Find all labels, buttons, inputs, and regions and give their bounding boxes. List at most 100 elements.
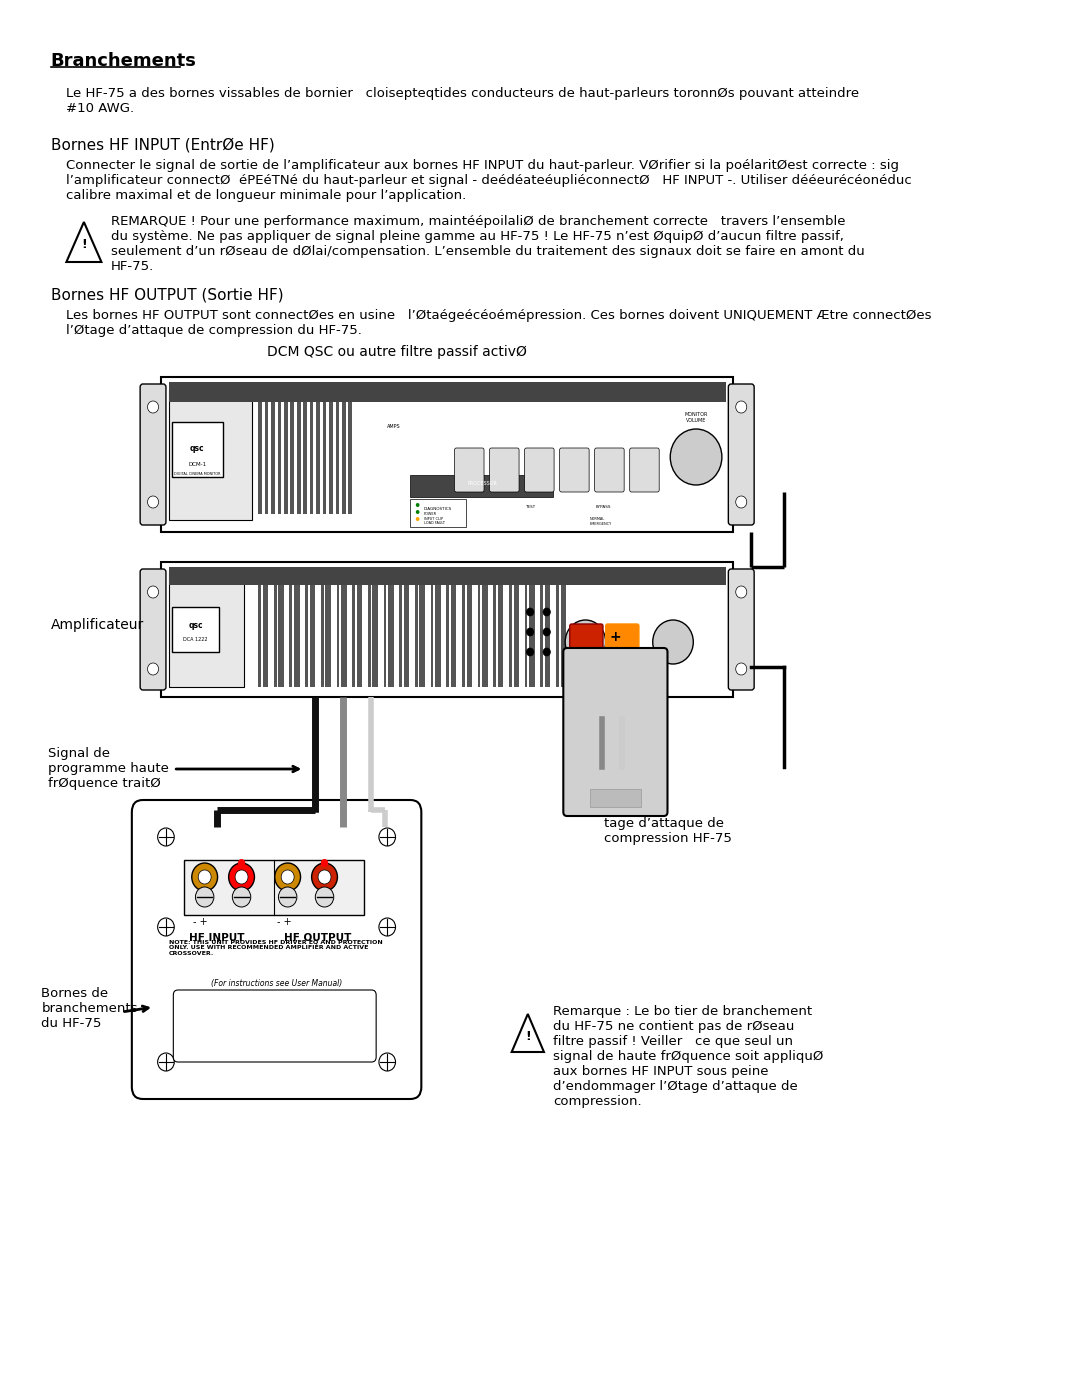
Text: Amplificateur: Amplificateur [51,617,144,631]
Circle shape [312,863,337,891]
FancyBboxPatch shape [161,562,733,697]
Text: POWER
INPUT CLIP
LOAD FAULT: POWER INPUT CLIP LOAD FAULT [424,511,445,525]
FancyBboxPatch shape [140,384,166,525]
Bar [336,395,339,514]
Text: Les bornes HF OUTPUT sont connectØes en usine   l’Øtaégeécéoémépression. Ces bor: Les bornes HF OUTPUT sont connectØes en … [66,309,932,337]
FancyBboxPatch shape [140,569,166,690]
FancyBboxPatch shape [606,624,639,657]
FancyBboxPatch shape [570,624,603,657]
FancyBboxPatch shape [455,448,484,492]
FancyBboxPatch shape [728,384,754,525]
Bar [324,571,325,687]
Bar [339,571,341,687]
FancyBboxPatch shape [564,648,667,816]
Bar [303,395,307,514]
Bar [289,571,299,687]
Text: MONITOR
VOLUME: MONITOR VOLUME [685,412,707,423]
Circle shape [526,608,534,616]
Bar [543,571,545,687]
Bar [321,571,330,687]
Text: DCA 1222: DCA 1222 [184,637,207,643]
Bar [293,571,294,687]
Bar [527,571,529,687]
Bar [370,571,373,687]
Text: PROCESSOR: PROCESSOR [468,481,497,486]
Bar [337,571,347,687]
Bar [433,571,435,687]
Bar [383,571,394,687]
Text: DCM QSC ou autre filtre passif activØ: DCM QSC ou autre filtre passif activØ [268,345,527,359]
Text: (For instructions see User Manual): (For instructions see User Manual) [211,979,342,988]
Text: Bornes de
branchements
du HF-75: Bornes de branchements du HF-75 [41,988,138,1030]
Circle shape [416,503,419,507]
Bar [494,571,503,687]
FancyBboxPatch shape [173,608,218,652]
Bar [481,571,482,687]
Circle shape [319,870,330,884]
FancyBboxPatch shape [168,571,244,687]
FancyBboxPatch shape [173,422,224,476]
FancyBboxPatch shape [161,377,733,532]
Bar [271,395,274,514]
Bar [329,395,333,514]
Bar [323,395,326,514]
Text: tage d’attaque de
compression HF-75: tage d’attaque de compression HF-75 [604,817,732,845]
Text: qsc: qsc [190,444,204,453]
Bar [400,571,409,687]
Bar [415,571,426,687]
Text: HF OUTPUT: HF OUTPUT [284,933,352,943]
Circle shape [148,664,159,675]
Bar [168,567,726,585]
Circle shape [526,648,534,657]
Text: Branchements: Branchements [51,52,197,70]
FancyBboxPatch shape [559,448,589,492]
Bar [387,571,388,687]
Circle shape [192,863,217,891]
Circle shape [148,401,159,414]
Circle shape [148,585,159,598]
Circle shape [652,620,693,664]
Circle shape [199,870,211,884]
FancyBboxPatch shape [728,569,754,690]
FancyBboxPatch shape [132,800,421,1099]
Bar [477,571,488,687]
Bar [258,395,261,514]
Bar [558,571,561,687]
Text: AMPS: AMPS [388,425,401,429]
Circle shape [526,629,534,636]
Text: Le HF-75 a des bornes vissables de bornier   cloisepteqtides conducteurs de haut: Le HF-75 a des bornes vissables de borni… [66,87,860,115]
Text: BYPASS: BYPASS [596,504,611,509]
Text: Bornes HF INPUT (EntrØe HF): Bornes HF INPUT (EntrØe HF) [51,137,274,152]
Circle shape [543,648,551,657]
Bar [258,571,268,687]
Circle shape [321,859,328,868]
Bar [276,571,279,687]
Circle shape [735,585,746,598]
Bar [291,395,294,514]
Circle shape [735,496,746,509]
Text: NOTE: THIS UNIT PROVIDES HF DRIVER EQ AND PROTECTION
ONLY. USE WITH RECOMMENDED : NOTE: THIS UNIT PROVIDES HF DRIVER EQ AN… [168,939,382,956]
Bar [368,571,378,687]
Bar [512,571,513,687]
Text: +: + [609,630,621,644]
Circle shape [565,620,606,664]
Bar [462,571,472,687]
Bar [261,571,262,687]
Bar [418,571,419,687]
Circle shape [195,887,214,907]
Bar [168,381,726,402]
Circle shape [279,887,297,907]
Text: DIGITAL CINEMA MONITOR: DIGITAL CINEMA MONITOR [174,472,220,476]
Circle shape [416,517,419,521]
FancyBboxPatch shape [595,448,624,492]
Text: TEST: TEST [525,504,536,509]
Bar [342,395,346,514]
FancyBboxPatch shape [173,990,376,1062]
Circle shape [735,664,746,675]
Bar [310,395,313,514]
FancyBboxPatch shape [410,499,465,527]
Bar [525,571,535,687]
Circle shape [416,510,419,514]
Text: Connecter le signal de sortie de l’amplificateur aux bornes HF INPUT du haut-par: Connecter le signal de sortie de l’ampli… [66,159,913,203]
Circle shape [229,863,255,891]
